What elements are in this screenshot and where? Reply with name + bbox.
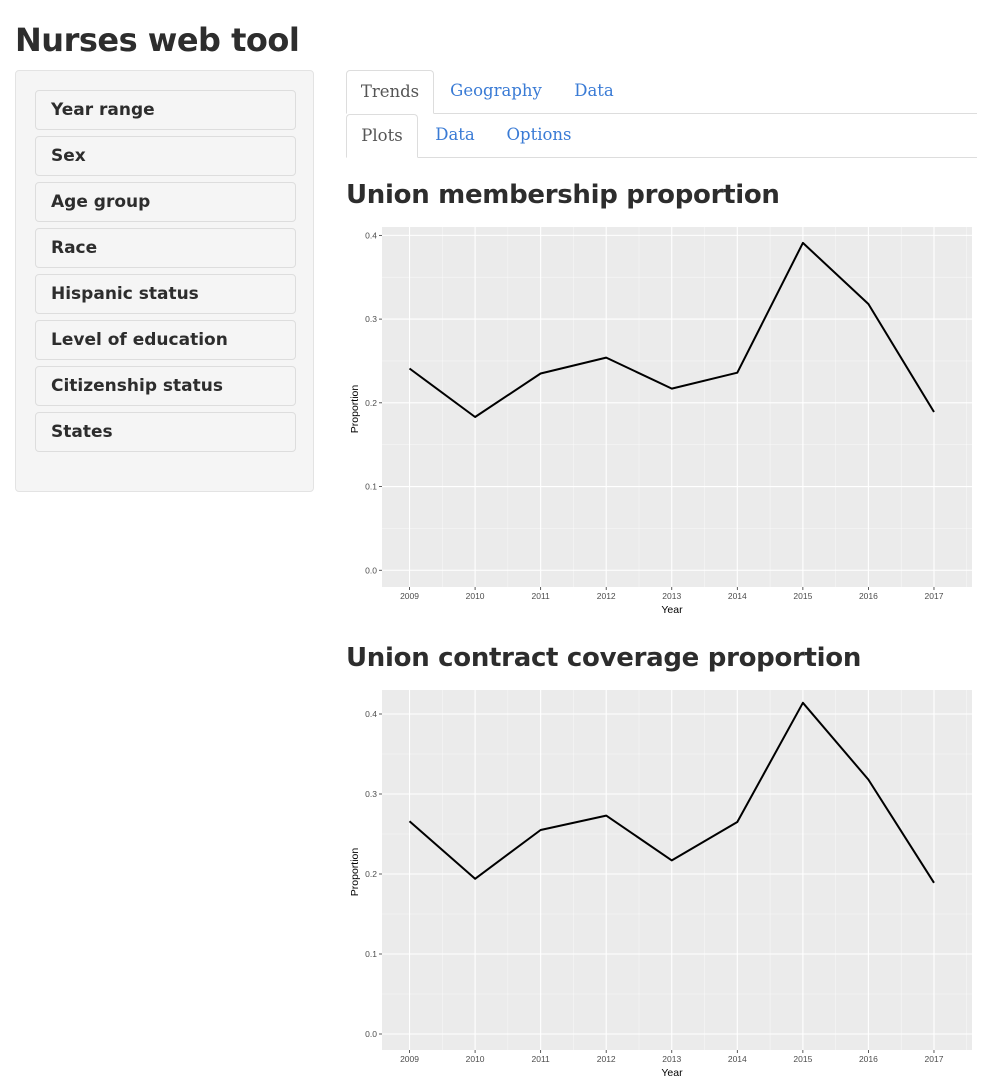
x-axis-title: Year [661, 1067, 683, 1077]
y-tick-label: 0.0 [365, 1029, 377, 1039]
x-tick-label: 2010 [466, 1054, 485, 1064]
y-tick-label: 0.4 [365, 230, 377, 240]
accordion-label: Sex [51, 146, 86, 166]
accordion-hispanic-status[interactable]: Hispanic status [35, 274, 296, 314]
tab-trends[interactable]: Trends [346, 70, 434, 114]
accordion-states[interactable]: States [35, 412, 296, 452]
y-tick-label: 0.4 [365, 709, 377, 719]
accordion-sex[interactable]: Sex [35, 136, 296, 176]
series-line [408, 241, 935, 418]
accordion-age-group[interactable]: Age group [35, 182, 296, 222]
y-tick-label: 0.0 [365, 565, 377, 575]
accordion-label: Race [51, 238, 98, 258]
tab-geography[interactable]: Geography [450, 81, 542, 100]
x-tick-label: 2012 [597, 1054, 616, 1064]
plot-panel [382, 227, 972, 587]
accordion-label: Year range [51, 100, 155, 120]
x-tick-label: 2016 [859, 1054, 878, 1064]
app-title: Nurses web tool [15, 21, 300, 59]
subtab-options[interactable]: Options [506, 125, 572, 144]
contract-coverage-chart: 0.0 0.1 0.2 0.3 0.4 2009 2010 2011 2012 2013 2014 2… [346, 685, 976, 1077]
x-tick-label: 2017 [925, 591, 944, 601]
y-axis-title: Proportion [349, 848, 361, 897]
x-tick-label: 2015 [793, 591, 812, 601]
union-membership-heading: Union membership proportion [346, 180, 780, 210]
contract-coverage-plot: 0.0 0.1 0.2 0.3 0.4 2009 2010 2011 2012 2013 2014 2… [349, 690, 972, 1077]
x-tick-label: 2011 [532, 1054, 551, 1064]
sidebar-panel: Year range Sex Age group Race Hispanic s… [15, 70, 314, 492]
accordion-label: Citizenship status [51, 376, 223, 396]
y-tick-label: 0.3 [365, 314, 377, 324]
series-line [408, 701, 935, 884]
y-tick-label: 0.2 [365, 398, 377, 408]
accordion-year-range[interactable]: Year range [35, 90, 296, 130]
x-tick-label: 2012 [597, 591, 616, 601]
accordion-label: Hispanic status [51, 284, 199, 304]
y-tick-label: 0.3 [365, 789, 377, 799]
accordion-label: Level of education [51, 330, 228, 350]
y-tick-label: 0.2 [365, 869, 377, 879]
accordion-label: Age group [51, 192, 151, 212]
subtab-data[interactable]: Data [435, 125, 475, 144]
accordion-race[interactable]: Race [35, 228, 296, 268]
x-tick-label: 2016 [859, 591, 878, 601]
x-tick-label: 2013 [662, 591, 681, 601]
union-membership-plot: 0.0 0.1 0.2 0.3 0.4 2009 2010 2011 2012 2013 2014 2… [349, 227, 972, 614]
y-tick-label: 0.1 [365, 482, 377, 492]
y-axis-title: Proportion [349, 385, 361, 434]
x-tick-label: 2014 [728, 1054, 747, 1064]
accordion-label: States [51, 422, 113, 442]
accordion-level-of-education[interactable]: Level of education [35, 320, 296, 360]
x-tick-label: 2009 [400, 1054, 419, 1064]
x-tick-label: 2011 [532, 591, 551, 601]
x-tick-label: 2010 [466, 591, 485, 601]
accordion-citizenship-status[interactable]: Citizenship status [35, 366, 296, 406]
contract-coverage-heading: Union contract coverage proportion [346, 643, 862, 673]
x-tick-label: 2014 [728, 591, 747, 601]
tab-data[interactable]: Data [574, 81, 614, 100]
y-tick-label: 0.1 [365, 949, 377, 959]
sub-tabs: Plots Data Options [346, 114, 977, 158]
subtab-plots[interactable]: Plots [346, 114, 418, 158]
x-tick-label: 2009 [400, 591, 419, 601]
main-tabs: Trends Geography Data [346, 70, 977, 114]
x-tick-label: 2013 [662, 1054, 681, 1064]
plot-panel [382, 690, 972, 1050]
x-tick-label: 2015 [793, 1054, 812, 1064]
x-tick-label: 2017 [925, 1054, 944, 1064]
x-axis-title: Year [661, 604, 683, 614]
union-membership-chart: 0.0 0.1 0.2 0.3 0.4 2009 2010 2011 2012 2013 2014 2… [346, 222, 976, 614]
